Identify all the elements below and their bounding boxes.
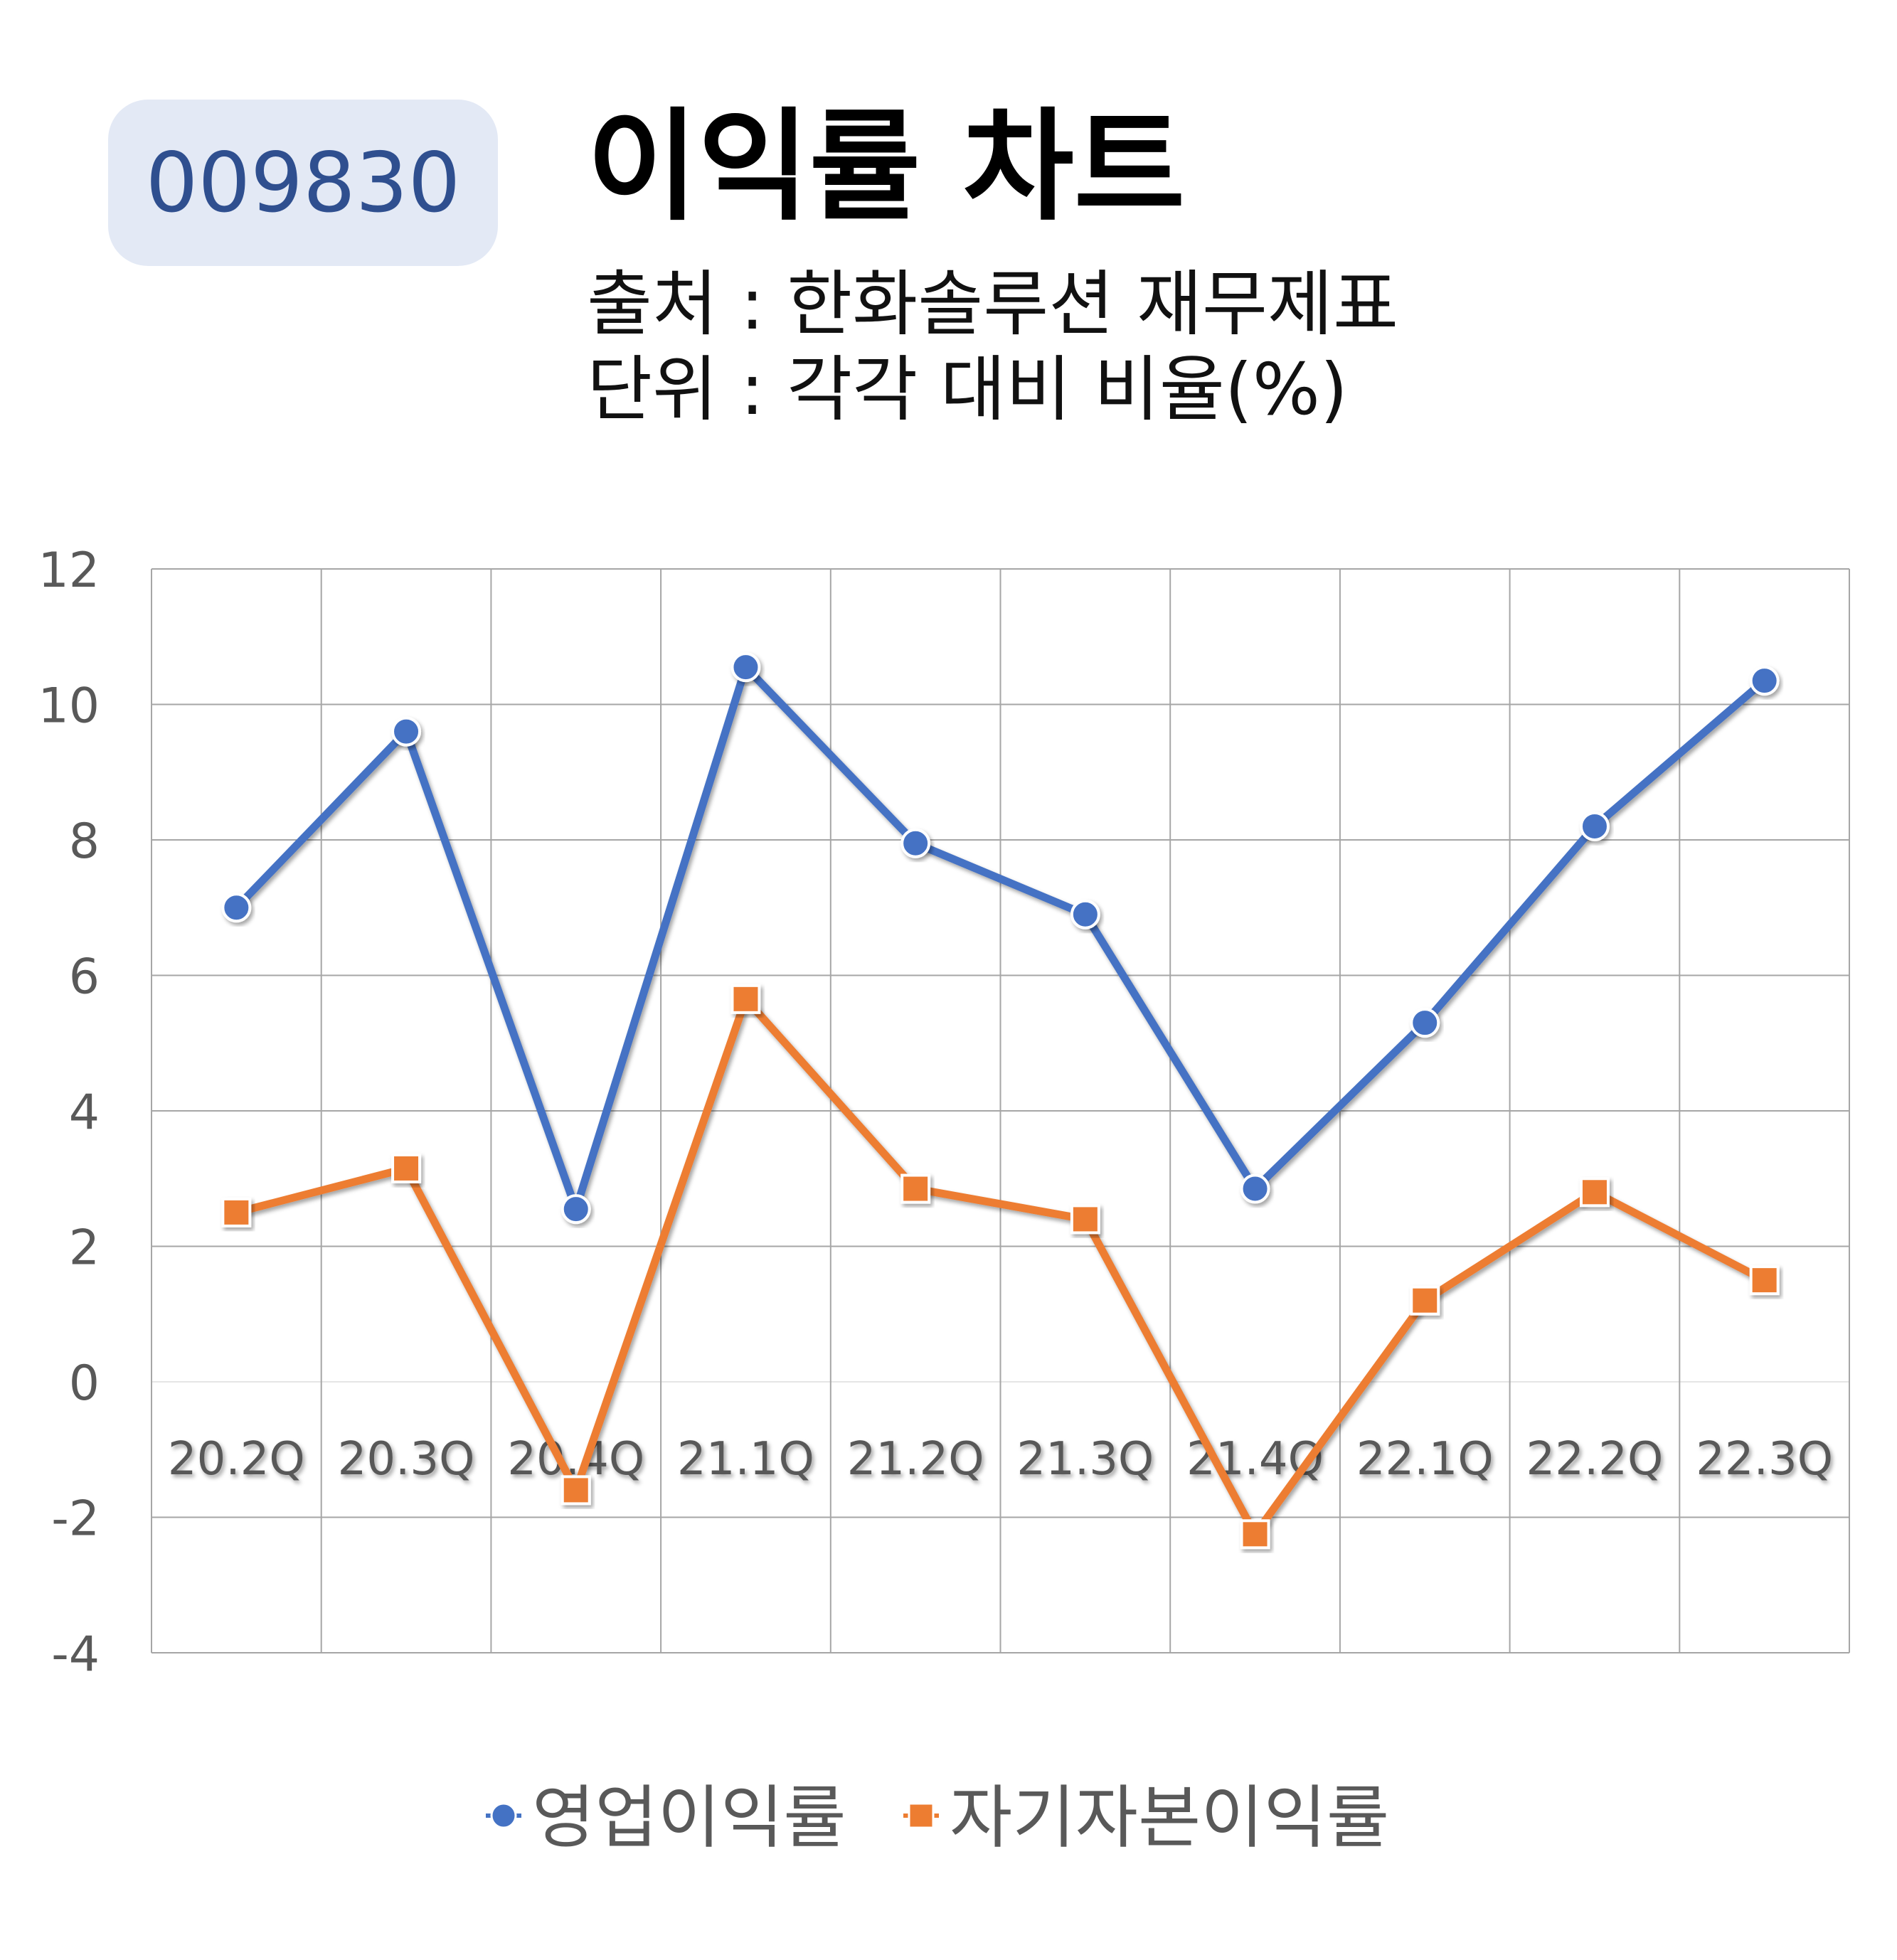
data-point [1749, 666, 1780, 696]
chart-title: 이익률 차트 [587, 97, 1186, 238]
legend-marker-square [908, 1802, 935, 1829]
y-tick-label: -2 [51, 1491, 100, 1548]
legend-label: 영업이익률 [532, 1778, 846, 1858]
data-point [1410, 1285, 1440, 1316]
data-point [560, 1475, 591, 1506]
series-line [232, 995, 1769, 1538]
x-tick-label: 20.3Q [338, 1433, 475, 1486]
series-1 [221, 652, 1780, 1225]
data-point [1410, 1008, 1440, 1038]
series [221, 652, 1780, 1550]
unit-note: 단위 : 각각 대비 비율(%) [587, 348, 1348, 431]
data-point [1579, 811, 1610, 841]
y-tick-label: 6 [69, 949, 100, 1006]
data-point [1749, 1265, 1780, 1296]
data-point [1240, 1519, 1270, 1550]
data-point [900, 828, 931, 858]
source-note: 출처 : 한화솔루션 재무제표 [587, 262, 1399, 346]
y-tick-label: -4 [51, 1626, 100, 1683]
grid [151, 568, 1850, 1653]
x-tick-label: 22.2Q [1526, 1433, 1664, 1486]
data-point [391, 716, 422, 747]
x-tick-label: 22.1Q [1356, 1433, 1494, 1486]
data-point [221, 893, 252, 923]
series-line [232, 663, 1769, 1213]
data-point [1240, 1173, 1270, 1204]
y-tick-label: 2 [69, 1220, 100, 1277]
data-point [1579, 1177, 1610, 1208]
y-tick-label: 10 [38, 678, 100, 735]
stock-code: 009830 [145, 134, 461, 231]
y-tick-label: 0 [69, 1356, 100, 1412]
data-point [730, 652, 761, 683]
legend: 영업이익률 자기자본이익률 [486, 1778, 1389, 1858]
data-point [391, 1153, 422, 1183]
data-point [1070, 1204, 1100, 1235]
legend-marker-circle [490, 1802, 517, 1829]
stock-code-badge: 009830 [108, 100, 498, 266]
x-tick-label: 20.2Q [168, 1433, 305, 1486]
x-tick-label: 22.3Q [1696, 1433, 1833, 1486]
data-point [900, 1173, 931, 1204]
data-point [221, 1197, 252, 1227]
x-axis-ticks: 20.2Q 20.3Q 20.4Q 21.1Q 21.2Q 21.3Q 21.4Q 22.1Q… [168, 1433, 1833, 1486]
data-point [730, 984, 761, 1014]
data-point [560, 1194, 591, 1225]
data-point [1070, 899, 1100, 930]
y-tick-label: 12 [38, 543, 100, 599]
y-tick-label: 4 [69, 1085, 100, 1141]
legend-label: 자기자본이익률 [950, 1778, 1389, 1858]
series-2 [221, 984, 1780, 1550]
x-tick-label: 21.2Q [847, 1433, 984, 1486]
x-tick-label: 21.3Q [1016, 1433, 1154, 1486]
y-axis-ticks: 12 10 8 6 4 2 0 -2 -4 [38, 543, 100, 1683]
y-tick-label: 8 [69, 814, 100, 870]
x-tick-label: 21.1Q [677, 1433, 814, 1486]
